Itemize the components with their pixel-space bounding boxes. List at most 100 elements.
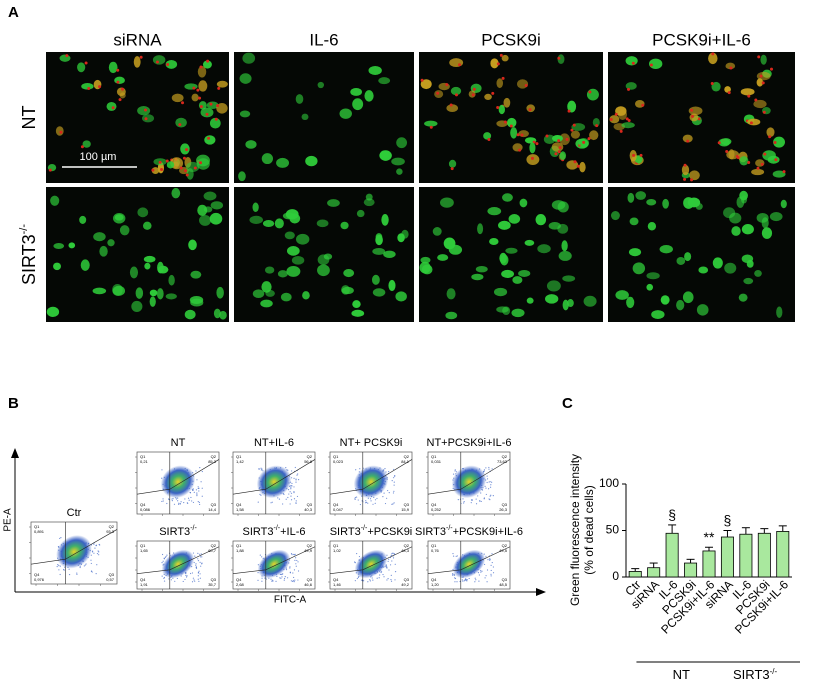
quadrant-name: Q3 <box>211 577 217 582</box>
quadrant-name: Q2 <box>109 524 115 529</box>
event <box>462 498 464 500</box>
cell-dot <box>614 112 618 116</box>
cell-dot <box>760 162 764 166</box>
event <box>188 499 190 501</box>
quadrant-name: Q2 <box>502 454 508 459</box>
cell <box>197 66 207 78</box>
cell-dot <box>697 117 701 121</box>
event <box>76 573 78 576</box>
column-label: IL-6 <box>309 30 338 49</box>
cell <box>511 308 525 318</box>
cell <box>339 108 352 119</box>
event <box>271 579 273 581</box>
cell <box>773 136 786 148</box>
cell <box>751 168 765 176</box>
cell <box>529 142 536 154</box>
superscript: -/- <box>770 667 778 676</box>
cell-dot <box>528 108 532 112</box>
event <box>369 579 371 581</box>
cell <box>371 274 380 285</box>
event <box>372 503 374 505</box>
event <box>486 478 489 480</box>
cell <box>375 234 383 246</box>
event <box>483 497 485 499</box>
cell-dot <box>763 152 767 156</box>
cell <box>448 244 463 255</box>
event <box>394 579 396 581</box>
event <box>163 577 165 579</box>
cell <box>350 87 362 96</box>
row-label: SIRT3-/- <box>18 224 39 285</box>
cell <box>450 86 462 96</box>
cell <box>698 266 709 274</box>
event <box>95 544 97 546</box>
cell-dot <box>770 67 774 71</box>
event <box>296 474 298 476</box>
event <box>260 469 262 471</box>
cell-dot <box>557 139 561 143</box>
event <box>290 580 292 582</box>
cell <box>502 193 513 202</box>
event <box>58 564 60 567</box>
cell-dot <box>144 108 148 112</box>
cell <box>252 289 265 299</box>
cell-dot <box>491 91 495 95</box>
event <box>98 551 100 553</box>
cell <box>372 288 386 297</box>
cell-dot <box>558 146 562 150</box>
cell <box>437 254 449 261</box>
cell <box>189 296 204 305</box>
cell-dot <box>641 103 645 107</box>
cell <box>209 212 223 225</box>
cell <box>615 290 629 300</box>
event <box>293 491 295 494</box>
event <box>278 498 281 500</box>
event <box>490 575 492 577</box>
cell <box>440 197 454 208</box>
quadrant-value: 0,57 <box>106 577 115 582</box>
quadrant-name: Q4 <box>236 502 242 507</box>
cell <box>302 291 310 300</box>
event <box>196 493 198 495</box>
cell <box>381 213 389 226</box>
event <box>68 568 70 570</box>
event <box>463 501 465 503</box>
cell-dot <box>185 148 189 152</box>
quadrant-name: Q4 <box>333 502 339 507</box>
event <box>184 498 186 500</box>
event <box>361 500 363 502</box>
event <box>199 553 201 555</box>
event <box>198 570 200 572</box>
quadrant-name: Q3 <box>502 502 508 507</box>
quadrant-value: 0,252 <box>431 507 442 512</box>
cell <box>113 212 126 224</box>
cell <box>46 306 60 317</box>
cell-dot <box>80 145 84 149</box>
axis-title: Green fluorescence intensity <box>568 454 582 606</box>
cell <box>166 161 175 169</box>
plot-title: SIRT3-/-+IL-6 <box>243 525 306 538</box>
cell-dot <box>565 137 569 141</box>
event <box>483 563 486 566</box>
cell <box>53 262 61 271</box>
cell <box>610 211 620 221</box>
quadrant-value: 40,3 <box>304 507 313 512</box>
quadrant-value: 85,3 <box>208 459 217 464</box>
event <box>365 500 367 502</box>
axis-title: (% of dead cells) <box>582 485 596 574</box>
cell-dot <box>501 76 505 80</box>
cell <box>209 117 221 129</box>
event <box>91 550 94 552</box>
cell <box>501 54 509 62</box>
event <box>456 555 458 557</box>
cell <box>213 308 221 319</box>
bar <box>720 536 734 578</box>
cell-dot <box>782 170 786 174</box>
cell <box>682 134 693 143</box>
cell <box>649 58 663 70</box>
event <box>292 580 295 582</box>
cell <box>724 262 737 274</box>
cell <box>558 250 572 261</box>
cell-dot <box>587 137 591 141</box>
cell <box>142 221 152 230</box>
